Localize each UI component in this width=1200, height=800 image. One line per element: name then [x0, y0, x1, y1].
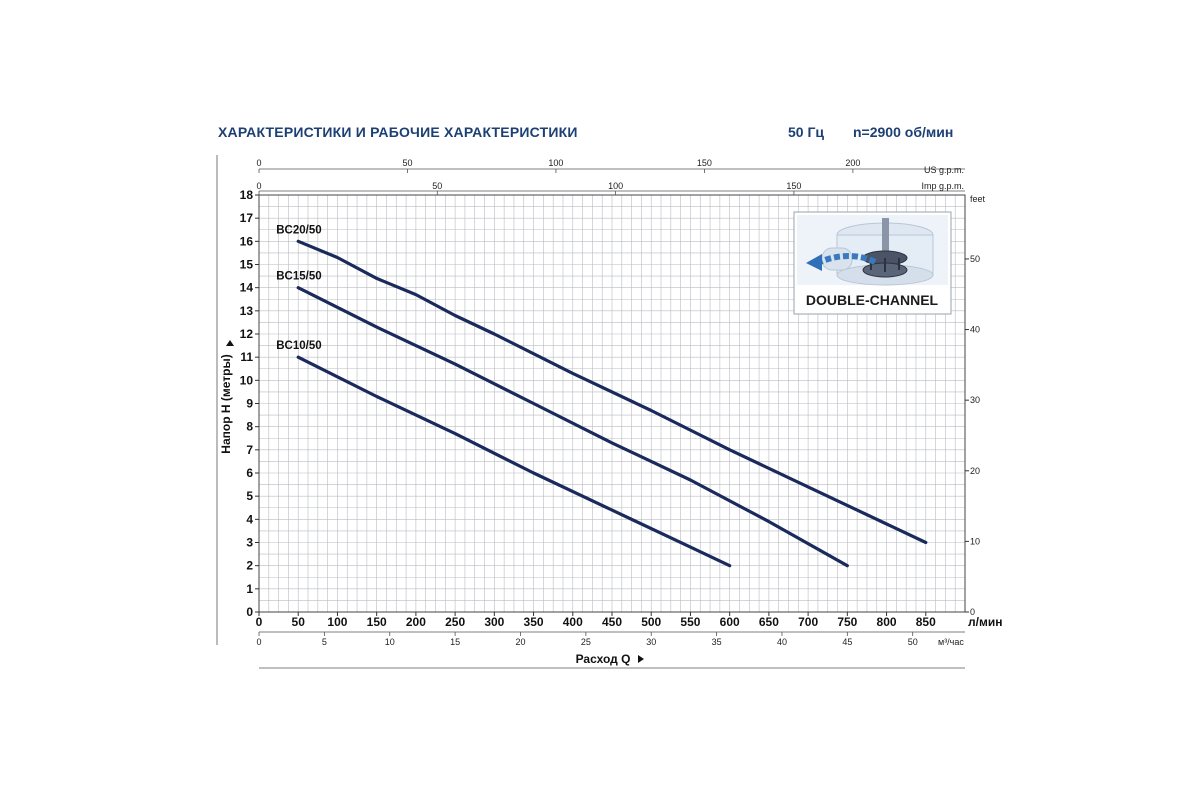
chart-series: BC20/50 BC15/50 BC10/50 [276, 224, 928, 568]
feet-tick-label: 30 [970, 395, 980, 405]
y-tick-label: 2 [246, 559, 253, 573]
y-tick-label: 14 [240, 281, 254, 295]
feet-tick-label: 40 [970, 325, 980, 335]
x-tick-label: 250 [445, 615, 465, 629]
feet-tick-label: 10 [970, 536, 980, 546]
x-tick-label: 500 [641, 615, 661, 629]
y-tick-label: 12 [240, 327, 254, 341]
y-tick-label: 8 [246, 420, 253, 434]
m3h-tick-label: 5 [322, 637, 327, 647]
m3h-tick-label: 10 [385, 637, 395, 647]
y-tick-label: 13 [240, 304, 254, 318]
x-tick-label: 350 [524, 615, 544, 629]
us-gpm-tick-label: 200 [845, 158, 860, 168]
us-gpm-tick-label: 100 [548, 158, 563, 168]
us-gpm-unit-label: US g.p.m. [924, 165, 964, 175]
y-tick-label: 9 [246, 397, 253, 411]
x-tick-label: 600 [720, 615, 740, 629]
x-tick-label: 150 [367, 615, 387, 629]
x-axis-label: Расход Q [576, 652, 631, 666]
imp-gpm-tick-label: 100 [608, 181, 623, 191]
m3h-unit-label: м³/час [938, 637, 964, 647]
x-tick-label: 650 [759, 615, 779, 629]
x-tick-label: 50 [292, 615, 306, 629]
x-tick-label: 100 [327, 615, 347, 629]
series-label-bc20-50: BC20/50 [276, 224, 321, 236]
imp-gpm-tick-label: 0 [256, 181, 261, 191]
m3h-tick-label: 35 [712, 637, 722, 647]
x-tick-label: 550 [680, 615, 700, 629]
y-tick-label: 0 [246, 605, 253, 619]
x-tick-label: 450 [602, 615, 622, 629]
series-label-bc15-50: BC15/50 [276, 271, 321, 283]
us-gpm-tick-label: 0 [256, 158, 261, 168]
y-tick-label: 6 [246, 466, 253, 480]
x-tick-label: 300 [484, 615, 504, 629]
x-tick-label: 850 [916, 615, 936, 629]
chart-grid [258, 194, 966, 613]
y-tick-label: 18 [240, 188, 254, 202]
us-gpm-tick-label: 50 [402, 158, 412, 168]
double-channel-inset: DOUBLE-CHANNEL [793, 211, 952, 315]
y-tick-label: 10 [240, 373, 254, 387]
inset-label: DOUBLE-CHANNEL [806, 292, 939, 308]
y-tick-label: 5 [246, 489, 253, 503]
feet-tick-label: 20 [970, 466, 980, 476]
x-tick-label: 200 [406, 615, 426, 629]
y-tick-label: 16 [240, 234, 254, 248]
us-gpm-tick-label: 150 [697, 158, 712, 168]
y-tick-label: 1 [246, 582, 253, 596]
y-tick-label: 4 [246, 512, 253, 526]
m3h-tick-label: 30 [646, 637, 656, 647]
y-tick-label: 3 [246, 536, 253, 550]
y-tick-label: 7 [246, 443, 253, 457]
x-tick-label: 0 [256, 615, 263, 629]
flow-arrow-icon [806, 253, 877, 271]
m3h-tick-label: 50 [908, 637, 918, 647]
speed-label: n=2900 об/мин [853, 124, 954, 140]
imp-gpm-tick-label: 50 [432, 181, 442, 191]
feet-unit-label: feet [970, 194, 986, 204]
imp-gpm-tick-label: 150 [786, 181, 801, 191]
m3h-tick-label: 25 [581, 637, 591, 647]
series-line-bc20-50 [296, 239, 928, 545]
m3h-tick-label: 15 [450, 637, 460, 647]
x-unit-label: л/мин [968, 615, 1002, 629]
frequency-label: 50 Гц [788, 124, 825, 140]
x-tick-label: 700 [798, 615, 818, 629]
x-axis-arrow-icon [638, 655, 644, 663]
x-tick-label: 750 [837, 615, 857, 629]
y-axis-label: Напор H (метры) [219, 354, 233, 453]
m3h-tick-label: 20 [515, 637, 525, 647]
m3h-tick-label: 0 [256, 637, 261, 647]
chart-title: ХАРАКТЕРИСТИКИ И РАБОЧИЕ ХАРАКТЕРИСТИКИ [218, 124, 578, 140]
m3h-tick-label: 45 [842, 637, 852, 647]
y-tick-label: 15 [240, 258, 254, 272]
y-axis-arrow-icon [226, 340, 234, 346]
series-line-bc15-50 [296, 286, 849, 568]
series-label-bc10-50: BC10/50 [276, 340, 321, 352]
x-tick-label: 400 [563, 615, 583, 629]
y-tick-label: 11 [240, 350, 253, 364]
y-tick-label: 17 [240, 211, 254, 225]
m3h-tick-label: 40 [777, 637, 787, 647]
x-tick-label: 800 [877, 615, 897, 629]
imp-gpm-unit-label: Imp g.p.m. [921, 181, 964, 191]
feet-tick-label: 0 [970, 607, 975, 617]
series-line-bc10-50 [296, 355, 732, 568]
feet-tick-label: 50 [970, 254, 980, 264]
